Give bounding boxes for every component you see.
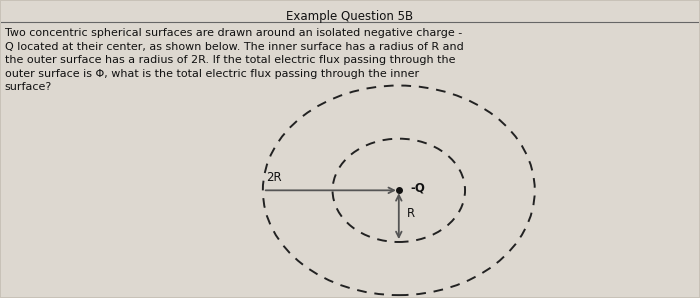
Text: Example Question 5B: Example Question 5B <box>286 10 414 23</box>
Text: Two concentric spherical surfaces are drawn around an isolated negative charge -: Two concentric spherical surfaces are dr… <box>5 28 463 92</box>
Text: 2R: 2R <box>266 171 282 184</box>
Text: R: R <box>407 207 415 220</box>
Text: -Q: -Q <box>410 181 425 195</box>
